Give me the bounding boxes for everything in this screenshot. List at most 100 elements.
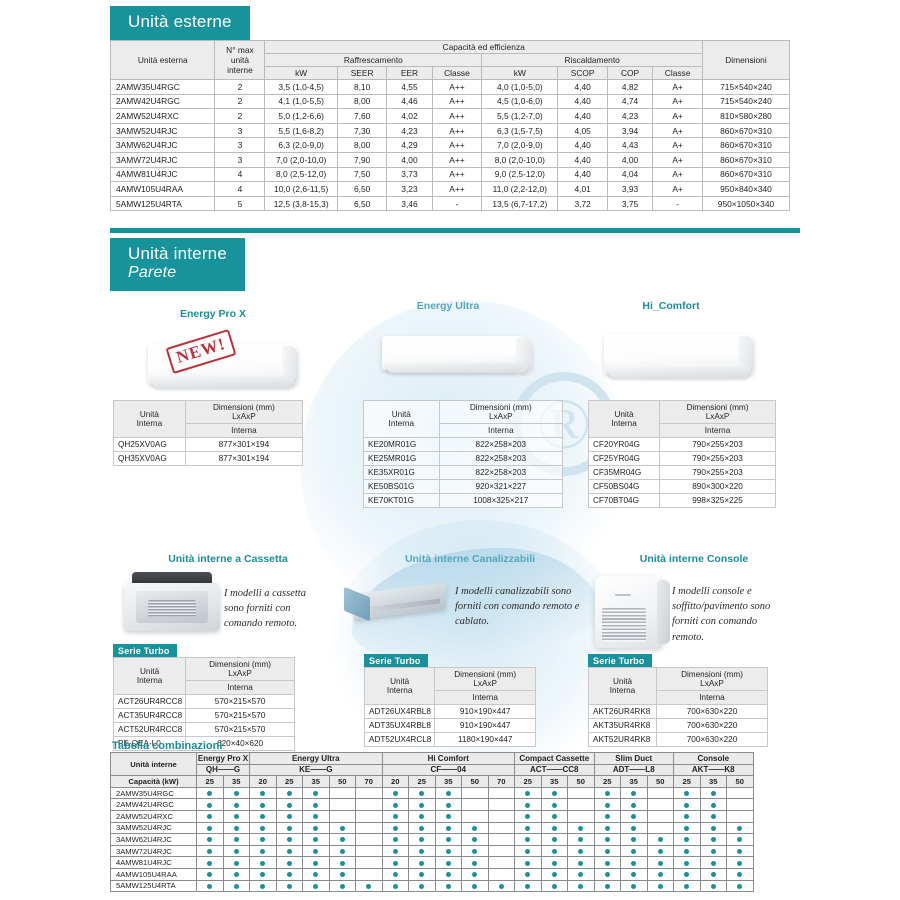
compatible-dot-icon — [313, 849, 319, 855]
compatible-dot-icon — [313, 791, 319, 797]
combo-header-row-groups: Unità interne Energy Pro X Energy Ultra Hi … — [110, 751, 754, 777]
section-banner-indoor-sublabel: Parete — [128, 264, 177, 282]
cell-compat-9 — [434, 798, 462, 811]
series-tag-cassette: Serie Turbo — [113, 644, 177, 659]
col-group-code-5: AKT——K8 — [673, 763, 754, 777]
cell-dim: 715×540×240 — [701, 79, 791, 95]
compatible-dot-icon — [737, 872, 743, 878]
table-row: AKT52UR4RK8 700×630×220 — [587, 732, 768, 747]
cell-compat-5 — [328, 856, 356, 869]
combination-table: Unità interne Energy Pro X Energy Ultra Hi … — [110, 751, 754, 893]
compatible-dot-icon — [207, 872, 213, 878]
cell-compat-20 — [726, 809, 754, 823]
table-row: 3AMW72U4RJC 3 7,0 (2,0-10,0) 7,90 4,00 A++ 8,0… — [109, 151, 791, 168]
table-row: 3AMW62U4RJC — [110, 833, 754, 846]
cell-compat-7 — [381, 809, 409, 823]
col-unit-interna: Unità Interna — [113, 400, 186, 438]
cell-compat-12 — [514, 833, 542, 846]
dim-header-row-2: Interna — [589, 423, 776, 438]
wall-unit-air-outlet — [152, 377, 294, 388]
cell-compat-19 — [699, 833, 727, 846]
col-interna: Interna — [185, 680, 295, 695]
cell-compat-12 — [514, 798, 542, 811]
compatible-dot-icon — [657, 860, 663, 866]
compatible-dot-icon — [551, 791, 557, 797]
cell-compat-0 — [196, 798, 224, 811]
cell-outdoor-unit-name: 2AMW52U4RXC — [110, 809, 197, 823]
compatible-dot-icon — [525, 849, 531, 855]
cell-dimensions: 570×215×570 — [185, 708, 295, 723]
compatible-dot-icon — [631, 860, 637, 866]
cell-eer: 3,73 — [386, 166, 433, 183]
dim-table-head: Unità Interna Dimensioni (mm) LxAxP Interna — [363, 400, 564, 438]
cell-seer: 8,10 — [336, 79, 388, 95]
cell-compat-2 — [249, 809, 277, 823]
cell-compat-7 — [381, 786, 409, 800]
cell-compat-15 — [593, 856, 621, 869]
cell-compat-7 — [381, 856, 409, 869]
cell-unit-code: KE70KT01G — [363, 493, 440, 508]
compatible-dot-icon — [392, 883, 398, 889]
cell-compat-19 — [699, 809, 727, 823]
outdoor-table-head: Unità esterna N° max unità interne Capac… — [109, 40, 791, 80]
compatible-dot-icon — [737, 883, 743, 889]
cell-compat-9 — [434, 879, 462, 893]
dim-header-row-2: Interna — [589, 690, 768, 705]
compatible-dot-icon — [419, 814, 425, 820]
cell-h-class: A+ — [652, 166, 703, 183]
cell-compat-19 — [699, 821, 727, 835]
dim-header-row-1: Unità Interna Dimensioni (mm) LxAxP — [587, 667, 768, 705]
cell-dimensions: 890×300×220 — [659, 479, 776, 494]
compatible-dot-icon — [525, 802, 531, 808]
cell-compat-9 — [434, 786, 462, 800]
cell-c-class: A++ — [431, 181, 483, 197]
cell-compat-8 — [408, 844, 436, 858]
compatible-dot-icon — [525, 883, 531, 889]
col-capacity-3-0: 25 — [514, 775, 542, 788]
table-row: CF70BT04G 998×325×225 — [587, 493, 776, 508]
dim-header-row-1: Unità Interna Dimensioni (mm) LxAxP — [363, 400, 564, 438]
compatible-dot-icon — [233, 802, 239, 808]
cell-seer: 7,30 — [336, 122, 388, 139]
cell-eer: 4,23 — [386, 122, 433, 139]
cell-eer: 4,02 — [386, 108, 433, 124]
compatible-dot-icon — [578, 849, 584, 855]
col-dim-l1: Dimensioni (mm) — [209, 660, 272, 669]
compatible-dot-icon — [233, 883, 239, 889]
table-row: KE25MR01G 822×258×203 — [363, 451, 564, 466]
compatible-dot-icon — [578, 872, 584, 878]
col-heating-group: Riscaldamento — [481, 53, 703, 67]
cell-seer: 6,50 — [336, 195, 388, 212]
cell-compat-4 — [302, 867, 330, 881]
cell-compat-17 — [646, 867, 674, 881]
cell-unit-code: ACT35UR4RCC8 — [112, 708, 187, 723]
cell-compat-10 — [461, 809, 489, 823]
product-title-cassette: Unità interne a Cassetta — [168, 553, 288, 565]
cell-h-kw: 6,3 (1,5-7,5) — [481, 122, 559, 139]
combination-table-title: Tabella combinazioni — [112, 740, 223, 752]
combo-header-row-caps: Capacità (kW) 25 35 20 25 35 50 70 20 25 35 50 70 25 3… — [110, 775, 754, 788]
cell-compat-15 — [593, 798, 621, 811]
cell-compat-6 — [355, 798, 383, 811]
cell-seer: 7,50 — [336, 166, 388, 183]
cell-h-class: A+ — [652, 122, 703, 139]
cell-compat-5 — [328, 844, 356, 858]
compatible-dot-icon — [684, 860, 690, 866]
cell-h-class: A+ — [652, 93, 703, 110]
cell-compat-0 — [196, 833, 224, 846]
compatible-dot-icon — [233, 860, 239, 866]
cell-h-kw: 5,5 (1,2-7,0) — [481, 108, 559, 124]
cell-compat-10 — [461, 821, 489, 835]
cell-scop: 4,05 — [557, 122, 608, 139]
cell-compat-1 — [222, 856, 250, 869]
cell-outdoor-unit-name: 3AMW62U4RJC — [110, 833, 197, 846]
col-unit-l2: Interna — [609, 686, 636, 695]
compatible-dot-icon — [525, 825, 531, 831]
col-capacity-2-2: 35 — [434, 775, 462, 788]
table-row: PE-QEA-L0 620×40×620 — [112, 736, 295, 751]
cell-compat-17 — [646, 798, 674, 811]
compatible-dot-icon — [313, 802, 319, 808]
compatible-dot-icon — [604, 872, 610, 878]
compatible-dot-icon — [286, 791, 292, 797]
product-image-energy-pro-x: NEW! — [148, 328, 298, 396]
